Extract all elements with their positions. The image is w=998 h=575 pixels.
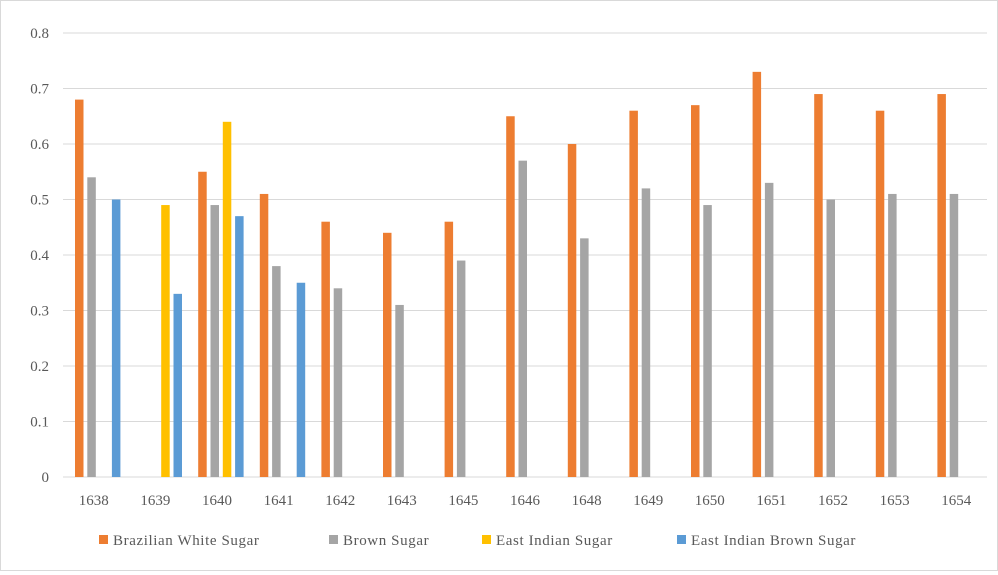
bar-brown-sugar-1651	[764, 182, 774, 477]
legend-label: East Indian Brown Sugar	[691, 533, 856, 549]
bar-brazilian-white-sugar-1650	[691, 105, 700, 478]
legend-label: Brazilian White Sugar	[113, 533, 259, 549]
bar-brown-sugar-1653	[888, 193, 897, 477]
y-tick-label: 0.7	[30, 82, 49, 98]
bar-brazilian-white-sugar-1648	[567, 144, 577, 477]
bar-brown-sugar-1646	[518, 160, 527, 477]
y-tick-label: 0.3	[30, 304, 49, 320]
bar-brazilian-white-sugar-1649	[629, 110, 638, 477]
legend-item: Brown Sugar	[329, 533, 429, 549]
y-tick-label: 0	[42, 470, 50, 486]
y-tick-label: 0.2	[30, 359, 49, 375]
bar-east-indian-brown-sugar-1639	[173, 293, 182, 477]
bar-brazilian-white-sugar-1638	[75, 99, 84, 477]
bars	[75, 71, 959, 478]
legend-swatch	[482, 535, 491, 544]
bar-brazilian-white-sugar-1651	[752, 71, 762, 477]
x-tick-label: 1640	[202, 493, 232, 509]
bar-east-indian-brown-sugar-1641	[296, 282, 306, 477]
x-tick-label: 1650	[695, 493, 725, 509]
y-tick-label: 0.1	[30, 415, 49, 431]
x-tick-label: 1641	[264, 493, 294, 509]
y-tick-label: 0.4	[30, 248, 49, 264]
y-axis-ticks: 0 0.1 0.2 0.3 0.4 0.5 0.6 0.7 0.8	[30, 26, 49, 486]
bar-brazilian-white-sugar-1652	[814, 94, 823, 478]
x-tick-label: 1653	[880, 493, 910, 509]
x-tick-label: 1639	[140, 493, 170, 509]
bar-east-indian-brown-sugar-1640	[235, 216, 244, 477]
x-tick-label: 1651	[756, 493, 786, 509]
x-tick-label: 1645	[448, 493, 478, 509]
bar-brown-sugar-1640	[210, 205, 219, 478]
legend-item: East Indian Brown Sugar	[677, 533, 856, 549]
x-tick-label: 1638	[79, 493, 109, 509]
legend-label: East Indian Sugar	[496, 533, 613, 549]
bar-brown-sugar-1648	[580, 238, 589, 477]
bar-brazilian-white-sugar-1643	[383, 232, 392, 477]
x-tick-label: 1643	[387, 493, 417, 509]
legend-item: Brazilian White Sugar	[99, 533, 259, 549]
bar-brown-sugar-1641	[272, 266, 281, 477]
bar-brown-sugar-1642	[333, 288, 343, 477]
bar-brazilian-white-sugar-1640	[198, 171, 207, 477]
bar-east-indian-brown-sugar-1638	[111, 199, 121, 477]
legend-swatch	[677, 535, 686, 544]
x-tick-label: 1648	[572, 493, 602, 509]
y-tick-label: 0.5	[30, 193, 49, 209]
bar-brown-sugar-1650	[703, 205, 712, 478]
x-tick-label: 1654	[941, 493, 972, 509]
bar-brazilian-white-sugar-1653	[875, 110, 885, 477]
bar-brown-sugar-1638	[87, 177, 96, 478]
x-tick-label: 1646	[510, 493, 541, 509]
bar-brown-sugar-1649	[641, 188, 651, 477]
legend: Brazilian White Sugar Brown Sugar East Ind…	[99, 533, 856, 549]
x-tick-label: 1649	[633, 493, 663, 509]
legend-swatch	[99, 535, 108, 544]
bar-brown-sugar-1645	[456, 260, 466, 477]
bar-brazilian-white-sugar-1645	[444, 221, 454, 477]
bar-brazilian-white-sugar-1641	[259, 193, 269, 477]
bar-brazilian-white-sugar-1642	[321, 221, 330, 477]
legend-swatch	[329, 535, 338, 544]
x-axis-ticks: 1638 1639 1640 1641 1642 1643 1645 1646 1648 1649…	[79, 493, 972, 509]
bar-brazilian-white-sugar-1654	[937, 94, 946, 478]
y-tick-label: 0.8	[30, 26, 49, 42]
x-tick-label: 1642	[325, 493, 355, 509]
bar-brown-sugar-1652	[826, 199, 835, 477]
y-tick-label: 0.6	[30, 137, 49, 153]
bar-brazilian-white-sugar-1646	[506, 116, 515, 477]
legend-label: Brown Sugar	[343, 533, 429, 549]
bar-east-indian-sugar-1639	[161, 205, 170, 478]
bar-east-indian-sugar-1640	[222, 121, 232, 478]
x-tick-label: 1652	[818, 493, 848, 509]
bar-brown-sugar-1643	[395, 304, 404, 477]
bar-brown-sugar-1654	[949, 193, 959, 477]
legend-item: East Indian Sugar	[482, 533, 613, 549]
